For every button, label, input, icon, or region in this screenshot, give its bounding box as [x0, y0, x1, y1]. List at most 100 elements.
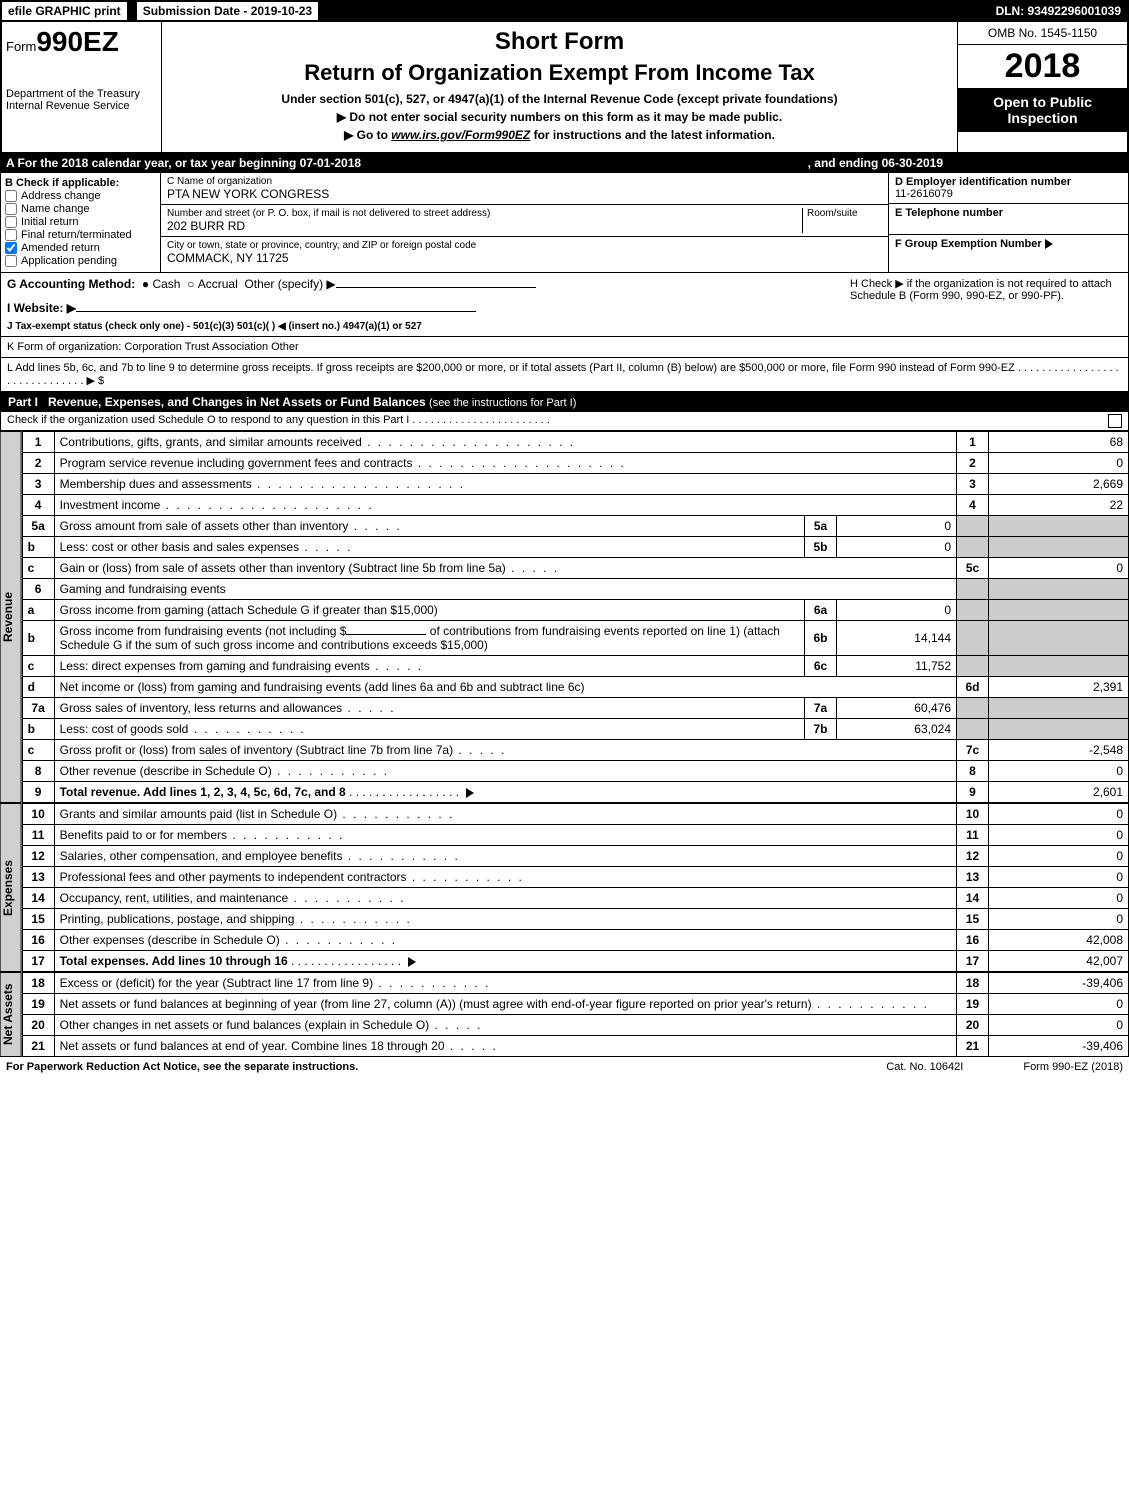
- col-num: 7c: [957, 740, 989, 761]
- sub-label: 7b: [805, 719, 837, 740]
- col-num: 12: [957, 846, 989, 867]
- col-val: -39,406: [989, 973, 1129, 994]
- side-revenue: Revenue: [0, 431, 22, 803]
- no-ssn-line: ▶ Do not enter social security numbers o…: [168, 110, 951, 124]
- sub-val: 63,024: [837, 719, 957, 740]
- city-label: City or town, state or province, country…: [167, 240, 882, 251]
- line-desc: Benefits paid to or for members: [54, 825, 956, 846]
- street-label: Number and street (or P. O. box, if mail…: [167, 208, 802, 219]
- line-num: 18: [22, 973, 54, 994]
- section-bcdef: B Check if applicable: Address change Na…: [0, 172, 1129, 273]
- submission-date: Submission Date - 2019-10-23: [135, 0, 320, 22]
- shaded: [957, 600, 989, 621]
- shaded: [957, 719, 989, 740]
- part1-checkbox[interactable]: [1108, 414, 1122, 428]
- cb-application-pending[interactable]: Application pending: [5, 255, 156, 267]
- line-num: 13: [22, 867, 54, 888]
- col-num: 9: [957, 782, 989, 803]
- col-val: 22: [989, 495, 1129, 516]
- dept-treasury: Department of the Treasury: [6, 88, 157, 100]
- open-inspection: Open to Public Inspection: [958, 88, 1127, 132]
- col-num: 8: [957, 761, 989, 782]
- sub-label: 6b: [805, 621, 837, 656]
- col-num: 16: [957, 930, 989, 951]
- cb-name-change[interactable]: Name change: [5, 203, 156, 215]
- line-desc: Other expenses (describe in Schedule O): [54, 930, 956, 951]
- row-h: H Check ▶ if the organization is not req…: [842, 277, 1122, 332]
- col-val: 0: [989, 761, 1129, 782]
- line-num: 12: [22, 846, 54, 867]
- shaded: [957, 656, 989, 677]
- sub-val: 11,752: [837, 656, 957, 677]
- g-cash[interactable]: Cash: [152, 277, 180, 291]
- cb-address-change[interactable]: Address change: [5, 190, 156, 202]
- shaded: [957, 621, 989, 656]
- header-center: Short Form Return of Organization Exempt…: [162, 22, 957, 152]
- row-a-taxyear: A For the 2018 calendar year, or tax yea…: [0, 154, 1129, 172]
- line-desc: Total revenue. Add lines 1, 2, 3, 4, 5c,…: [54, 782, 956, 803]
- col-num: 13: [957, 867, 989, 888]
- col-c: C Name of organization PTA NEW YORK CONG…: [161, 173, 888, 272]
- line-9: 9Total revenue. Add lines 1, 2, 3, 4, 5c…: [22, 782, 1128, 803]
- line-desc: Less: cost or other basis and sales expe…: [54, 537, 804, 558]
- group-exemption-label: F Group Exemption Number: [895, 238, 1042, 250]
- sub-label: 6a: [805, 600, 837, 621]
- col-num: 10: [957, 804, 989, 825]
- sub-val: 60,476: [837, 698, 957, 719]
- line-num: d: [22, 677, 54, 698]
- sub-label: 6c: [805, 656, 837, 677]
- line-6a: aGross income from gaming (attach Schedu…: [22, 600, 1128, 621]
- col-num: 11: [957, 825, 989, 846]
- col-num: 18: [957, 973, 989, 994]
- col-val: 0: [989, 994, 1129, 1015]
- line-desc: Other changes in net assets or fund bala…: [54, 1015, 956, 1036]
- row-i-label: I Website: ▶: [7, 301, 76, 315]
- arrow-icon: [1045, 239, 1053, 249]
- line-num: 7a: [22, 698, 54, 719]
- expenses-table: 10Grants and similar amounts paid (list …: [22, 803, 1129, 972]
- g-accrual[interactable]: Accrual: [198, 277, 238, 291]
- side-expenses: Expenses: [0, 803, 22, 972]
- row-g-label: G Accounting Method:: [7, 277, 135, 291]
- short-form-title: Short Form: [168, 28, 951, 56]
- side-netassets: Net Assets: [0, 972, 22, 1057]
- line-num: c: [22, 656, 54, 677]
- g-other[interactable]: Other (specify): [244, 277, 323, 291]
- col-val: 0: [989, 909, 1129, 930]
- line-num: 14: [22, 888, 54, 909]
- shaded: [989, 516, 1129, 537]
- irs-link[interactable]: www.irs.gov/Form990EZ: [391, 128, 530, 142]
- line-desc: Less: cost of goods sold: [54, 719, 804, 740]
- cb-initial-return[interactable]: Initial return: [5, 216, 156, 228]
- col-val: 42,007: [989, 951, 1129, 972]
- line-num: b: [22, 621, 54, 656]
- cb-final-return[interactable]: Final return/terminated: [5, 229, 156, 241]
- shaded: [957, 698, 989, 719]
- line-desc: Membership dues and assessments: [54, 474, 956, 495]
- line-desc: Grants and similar amounts paid (list in…: [54, 804, 956, 825]
- org-name-label: C Name of organization: [167, 176, 882, 187]
- omb-number: OMB No. 1545-1150: [958, 22, 1127, 45]
- arrow-icon: [466, 788, 474, 798]
- line-num: 9: [22, 782, 54, 803]
- form-header: Form990EZ Department of the Treasury Int…: [0, 22, 1129, 154]
- col-b: B Check if applicable: Address change Na…: [1, 173, 161, 272]
- line-19: 19Net assets or fund balances at beginni…: [22, 994, 1128, 1015]
- sub-label: 5a: [805, 516, 837, 537]
- col-val: 0: [989, 846, 1129, 867]
- cb-amended-return[interactable]: Amended return: [5, 242, 156, 254]
- netassets-section: Net Assets 18Excess or (deficit) for the…: [0, 972, 1129, 1057]
- line-num: c: [22, 558, 54, 579]
- line-7a: 7aGross sales of inventory, less returns…: [22, 698, 1128, 719]
- row-j-text: J Tax-exempt status (check only one) - 5…: [7, 321, 422, 332]
- line-desc: Net assets or fund balances at end of ye…: [54, 1036, 956, 1057]
- part1-check-line: Check if the organization used Schedule …: [0, 412, 1129, 431]
- row-i: I Website: ▶: [7, 301, 842, 315]
- line-num: a: [22, 600, 54, 621]
- city: COMMACK, NY 11725: [167, 251, 882, 265]
- col-val: 0: [989, 453, 1129, 474]
- line-desc: Gross sales of inventory, less returns a…: [54, 698, 804, 719]
- org-name: PTA NEW YORK CONGRESS: [167, 187, 882, 201]
- line-num: 20: [22, 1015, 54, 1036]
- line-desc: Gaming and fundraising events: [54, 579, 956, 600]
